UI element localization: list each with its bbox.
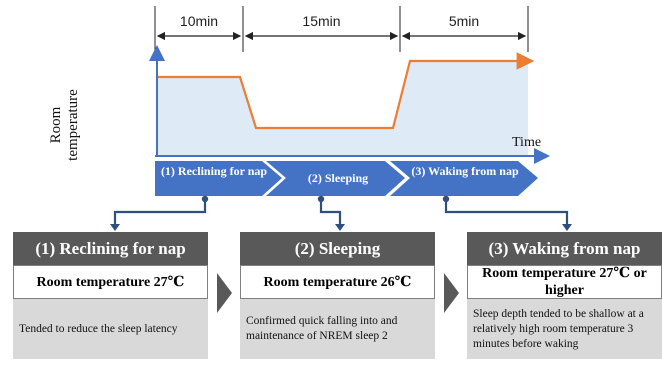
connector-arrowheads [110, 224, 572, 231]
card-separator-2 [444, 273, 459, 313]
x-axis-label: Time [512, 135, 542, 150]
y-axis-label: Room temperature [48, 89, 81, 161]
phase-band-3 [390, 161, 538, 196]
phase-band-1 [155, 161, 282, 196]
temperature-area [157, 61, 528, 155]
phase-label-reclining: (1) Reclining for nap [160, 164, 268, 178]
card-description: Confirmed quick falling into and mainten… [240, 299, 435, 359]
card-description: Tended to reduce the sleep latency [13, 299, 208, 359]
card-temperature: Room temperature 26℃ [240, 265, 435, 299]
card-temperature: Room temperature 27℃ [13, 265, 208, 299]
phase-card-sleeping: (2) Sleeping Room temperature 26℃ Confir… [240, 232, 435, 359]
duration-label-sleeping: 15min [302, 13, 341, 29]
card-title: (2) Sleeping [240, 232, 435, 265]
card-title: (1) Reclining for nap [13, 232, 208, 265]
connectors [113, 199, 569, 227]
phase-label-waking: (3) Waking from nap [411, 164, 519, 178]
duration-ticks [154, 6, 529, 52]
temperature-line [157, 52, 535, 130]
phase-band-2 [266, 161, 405, 196]
duration-label-waking: 5min [448, 13, 480, 29]
card-description: Sleep depth tended to be shallow at a re… [467, 299, 662, 359]
phase-card-reclining: (1) Reclining for nap Room temperature 2… [13, 232, 208, 359]
card-title: (3) Waking from nap [467, 232, 662, 265]
card-separator-1 [217, 273, 232, 313]
phase-card-waking: (3) Waking from nap Room temperature 27℃… [467, 232, 662, 359]
connector-dots [201, 195, 450, 203]
phase-label-sleeping: (2) Sleeping [307, 171, 369, 185]
duration-label-reclining: 10min [179, 13, 219, 29]
card-temperature: Room temperature 27℃ or higher [467, 265, 662, 299]
